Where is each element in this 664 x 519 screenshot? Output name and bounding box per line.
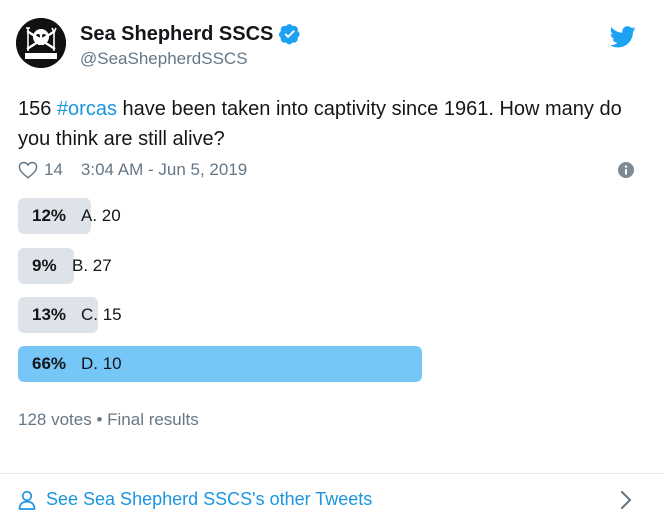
chevron-right-icon[interactable] [620,490,632,510]
info-icon[interactable] [618,162,634,178]
poll-percentage: 66% [32,354,67,373]
tweet-text-end: have been taken into captivity since 196… [18,98,622,150]
poll-bar [18,297,98,333]
poll-option: 12% A. 20 [18,198,630,234]
person-icon [18,490,36,510]
poll-option: 13% C. 15 [18,297,630,333]
author-block: Sea Shepherd SSCS @SeaShepherdSSCS [80,22,301,70]
poll-bar [18,248,74,284]
tweet-text: 156 #orcas have been taken into captivit… [18,94,638,154]
poll-bar [18,198,91,234]
sea-shepherd-logo [16,18,66,68]
poll-option-label: B. 27 [72,256,112,275]
like-count[interactable]: 14 [44,160,63,179]
poll-bar-winner [18,346,422,382]
verified-badge-icon [279,24,301,45]
poll-summary: 128 votes • Final results [18,410,199,429]
poll-option-label: D. 10 [81,354,122,373]
poll-percentage: 9% [32,256,57,275]
poll-option: 66% D. 10 [18,346,630,382]
heart-icon[interactable] [18,161,38,179]
avatar[interactable] [16,18,66,68]
twitter-bird-icon[interactable] [610,26,636,48]
other-tweets-link[interactable]: See Sea Shepherd SSCS's other Tweets [18,489,372,510]
tweet-text-start: 156 [18,98,57,120]
handle[interactable]: @SeaShepherdSSCS [80,49,248,68]
hashtag-link[interactable]: #orcas [56,98,117,120]
poll-percentage: 12% [32,206,67,225]
timestamp[interactable]: 3:04 AM - Jun 5, 2019 [80,160,248,179]
display-name-row[interactable]: Sea Shepherd SSCS [80,22,301,46]
poll-option: 9% B. 27 [18,248,630,284]
divider [0,473,664,474]
display-name[interactable]: Sea Shepherd SSCS [80,23,274,45]
poll-option-label: C. 15 [81,305,122,324]
tweet-meta: 14 3:04 AM - Jun 5, 2019 [18,159,247,181]
poll-option-label: A. 20 [81,206,121,225]
poll-percentage: 13% [32,305,67,324]
other-tweets-label[interactable]: See Sea Shepherd SSCS's other Tweets [46,489,373,509]
